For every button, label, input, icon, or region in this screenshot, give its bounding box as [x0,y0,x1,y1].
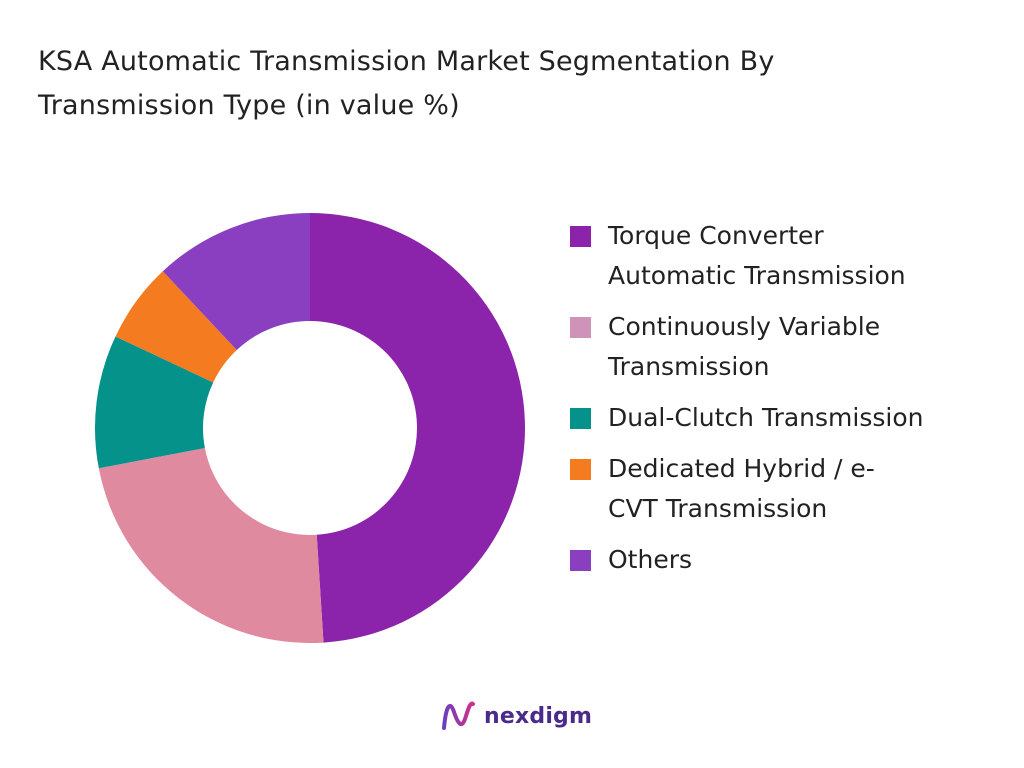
nexdigm-logo-icon [442,701,475,730]
legend-item-cvt: Continuously Variable Transmission [570,307,1010,387]
legend-swatch-dedicated-hybrid [570,459,591,480]
legend-swatch-dual-clutch [570,408,591,429]
legend-label-cvt-line-1: Continuously Variable [608,312,881,341]
chart-legend: Torque Converter Automatic Transmission … [570,216,1010,591]
legend-swatch-torque-converter [570,226,591,247]
nexdigm-logo: nexdigm [438,696,592,736]
legend-label-cvt-line-2: Transmission [608,352,770,381]
legend-label-torque-converter-line-1: Torque Converter [608,221,824,250]
nexdigm-brand-text: nexdigm [484,703,593,729]
legend-swatch-others [570,550,591,571]
legend-label-others-line-1: Others [608,545,693,574]
legend-label-torque-converter-line-2: Automatic Transmission [608,261,906,290]
donut-slice-others [162,213,310,351]
chart-title-line-2: Transmission Type (in value %) [38,90,460,121]
chart-title-line-1: KSA Automatic Transmission Market Segmen… [38,46,775,77]
legend-swatch-cvt [570,317,591,338]
donut-slice-torque-converter [310,213,526,643]
legend-label-dedicated-hybrid-line-2: CVT Transmission [608,494,828,523]
legend-item-dedicated-hybrid: Dedicated Hybrid / e- CVT Transmission [570,449,1010,529]
donut-slice-dual-clutch [95,336,214,469]
legend-item-torque-converter: Torque Converter Automatic Transmission [570,216,1010,296]
legend-item-others: Others [570,540,1010,580]
legend-label-dedicated-hybrid-line-1: Dedicated Hybrid / e- [608,454,875,483]
chart-title: KSA Automatic Transmission Market Segmen… [38,40,978,128]
donut-slice-cvt [98,448,324,643]
donut-slice-dedicated-hybrid [115,271,237,383]
legend-label-dual-clutch-line-1: Dual-Clutch Transmission [608,403,924,432]
legend-item-dual-clutch: Dual-Clutch Transmission [570,398,1010,438]
